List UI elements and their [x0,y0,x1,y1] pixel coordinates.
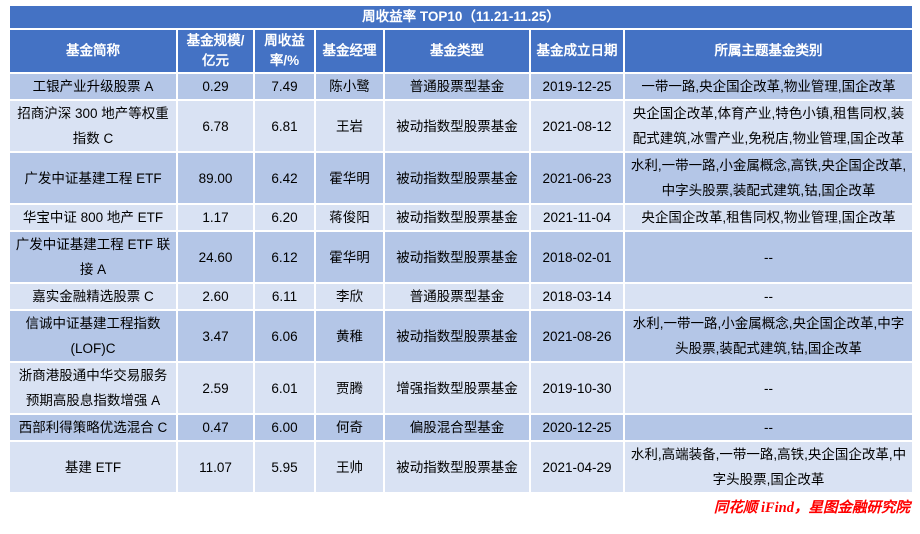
theme-category-cell: 水利,一带一路,小金属概念,央企国企改革,中字头股票,装配式建筑,钴,国企改革 [622,309,915,363]
weekly-return-top10-table: 周收益率 TOP10（11.21-11.25） 基金简称 基金规模/亿元 周收益… [7,4,915,494]
table-body: 工银产业升级股票 A 0.29 7.49 陈小鹭 普通股票型基金 2019-12… [8,72,915,494]
inception-date-cell: 2019-10-30 [529,361,625,415]
weekly-return-cell: 6.20 [253,203,316,232]
fund-type-cell: 增强指数型股票基金 [383,361,531,415]
inception-date-cell: 2018-03-14 [529,282,625,311]
fund-scale-cell: 24.60 [176,230,255,284]
theme-category-cell: -- [622,230,915,284]
column-header-theme-category: 所属主题基金类别 [622,28,915,74]
fund-scale-cell: 2.59 [176,361,255,415]
inception-date-cell: 2021-06-23 [529,151,625,205]
theme-category-cell: -- [622,361,915,415]
table-row: 信诚中证基建工程指数 (LOF)C 3.47 6.06 黄稚 被动指数型股票基金… [8,309,915,363]
inception-date-cell: 2021-04-29 [529,440,625,494]
fund-scale-cell: 3.47 [176,309,255,363]
inception-date-cell: 2018-02-01 [529,230,625,284]
inception-date-cell: 2020-12-25 [529,413,625,442]
theme-category-cell: -- [622,413,915,442]
fund-type-cell: 被动指数型股票基金 [383,99,531,153]
fund-type-cell: 普通股票型基金 [383,282,531,311]
table-row: 广发中证基建工程 ETF 联接 A 24.60 6.12 霍华明 被动指数型股票… [8,230,915,284]
weekly-return-cell: 5.95 [253,440,316,494]
table-row: 华宝中证 800 地产 ETF 1.17 6.20 蒋俊阳 被动指数型股票基金 … [8,203,915,232]
weekly-return-cell: 6.12 [253,230,316,284]
weekly-return-cell: 6.11 [253,282,316,311]
inception-date-cell: 2021-08-12 [529,99,625,153]
weekly-return-cell: 6.01 [253,361,316,415]
fund-scale-cell: 2.60 [176,282,255,311]
table-header: 周收益率 TOP10（11.21-11.25） 基金简称 基金规模/亿元 周收益… [7,4,915,74]
fund-manager-cell: 陈小鹭 [314,72,385,101]
fund-type-cell: 被动指数型股票基金 [383,440,531,494]
fund-type-cell: 被动指数型股票基金 [383,230,531,284]
fund-scale-cell: 0.47 [176,413,255,442]
theme-category-cell: 央企国企改革,体育产业,特色小镇,租售同权,装配式建筑,冰雪产业,免税店,物业管… [622,99,915,153]
table-row: 招商沪深 300 地产等权重指数 C 6.78 6.81 王岩 被动指数型股票基… [8,99,915,153]
inception-date-cell: 2019-12-25 [529,72,625,101]
table-row: 嘉实金融精选股票 C 2.60 6.11 李欣 普通股票型基金 2018-03-… [8,282,915,311]
column-header-inception-date: 基金成立日期 [529,28,625,74]
fund-name-cell: 浙商港股通中华交易服务预期高股息指数增强 A [8,361,178,415]
fund-name-cell: 西部利得策略优选混合 C [8,413,178,442]
fund-manager-cell: 王帅 [314,440,385,494]
fund-scale-cell: 89.00 [176,151,255,205]
table-row: 浙商港股通中华交易服务预期高股息指数增强 A 2.59 6.01 贾腾 增强指数… [8,361,915,415]
table-row: 工银产业升级股票 A 0.29 7.49 陈小鹭 普通股票型基金 2019-12… [8,72,915,101]
weekly-return-cell: 6.81 [253,99,316,153]
fund-manager-cell: 黄稚 [314,309,385,363]
fund-manager-cell: 李欣 [314,282,385,311]
fund-name-cell: 广发中证基建工程 ETF 联接 A [8,230,178,284]
theme-category-cell: -- [622,282,915,311]
fund-name-cell: 工银产业升级股票 A [8,72,178,101]
fund-type-cell: 被动指数型股票基金 [383,151,531,205]
weekly-return-cell: 6.00 [253,413,316,442]
column-header-fund-manager: 基金经理 [314,28,385,74]
fund-type-cell: 偏股混合型基金 [383,413,531,442]
table-row: 基建 ETF 11.07 5.95 王帅 被动指数型股票基金 2021-04-2… [8,440,915,494]
fund-manager-cell: 何奇 [314,413,385,442]
fund-name-cell: 基建 ETF [8,440,178,494]
theme-category-cell: 一带一路,央企国企改革,物业管理,国企改革 [622,72,915,101]
fund-manager-cell: 蒋俊阳 [314,203,385,232]
fund-type-cell: 被动指数型股票基金 [383,309,531,363]
fund-scale-cell: 0.29 [176,72,255,101]
inception-date-cell: 2021-11-04 [529,203,625,232]
fund-scale-cell: 11.07 [176,440,255,494]
fund-scale-cell: 1.17 [176,203,255,232]
weekly-return-top10-table-container: 周收益率 TOP10（11.21-11.25） 基金简称 基金规模/亿元 周收益… [7,4,915,517]
table-title-row: 周收益率 TOP10（11.21-11.25） [7,4,915,30]
inception-date-cell: 2021-08-26 [529,309,625,363]
fund-type-cell: 普通股票型基金 [383,72,531,101]
fund-manager-cell: 霍华明 [314,230,385,284]
fund-manager-cell: 霍华明 [314,151,385,205]
fund-name-cell: 华宝中证 800 地产 ETF [8,203,178,232]
weekly-return-cell: 7.49 [253,72,316,101]
fund-manager-cell: 贾腾 [314,361,385,415]
fund-scale-cell: 6.78 [176,99,255,153]
fund-name-cell: 招商沪深 300 地产等权重指数 C [8,99,178,153]
table-row: 西部利得策略优选混合 C 0.47 6.00 何奇 偏股混合型基金 2020-1… [8,413,915,442]
column-header-fund-name: 基金简称 [8,28,178,74]
theme-category-cell: 央企国企改革,租售同权,物业管理,国企改革 [622,203,915,232]
table-title: 周收益率 TOP10（11.21-11.25） [7,4,915,30]
column-header-fund-type: 基金类型 [383,28,531,74]
theme-category-cell: 水利,一带一路,小金属概念,高铁,央企国企改革,中字头股票,装配式建筑,钴,国企… [622,151,915,205]
fund-name-cell: 信诚中证基建工程指数 (LOF)C [8,309,178,363]
fund-name-cell: 广发中证基建工程 ETF [8,151,178,205]
column-header-fund-scale: 基金规模/亿元 [176,28,255,74]
fund-type-cell: 被动指数型股票基金 [383,203,531,232]
table-row: 广发中证基建工程 ETF 89.00 6.42 霍华明 被动指数型股票基金 20… [8,151,915,205]
column-header-row: 基金简称 基金规模/亿元 周收益率/% 基金经理 基金类型 基金成立日期 所属主… [8,28,915,74]
column-header-weekly-return: 周收益率/% [253,28,316,74]
fund-manager-cell: 王岩 [314,99,385,153]
fund-name-cell: 嘉实金融精选股票 C [8,282,178,311]
weekly-return-cell: 6.06 [253,309,316,363]
weekly-return-cell: 6.42 [253,151,316,205]
data-source-attribution: 同花顺 iFind，星图金融研究院 [713,500,910,516]
theme-category-cell: 水利,高端装备,一带一路,高铁,央企国企改革,中字头股票,国企改革 [622,440,915,494]
